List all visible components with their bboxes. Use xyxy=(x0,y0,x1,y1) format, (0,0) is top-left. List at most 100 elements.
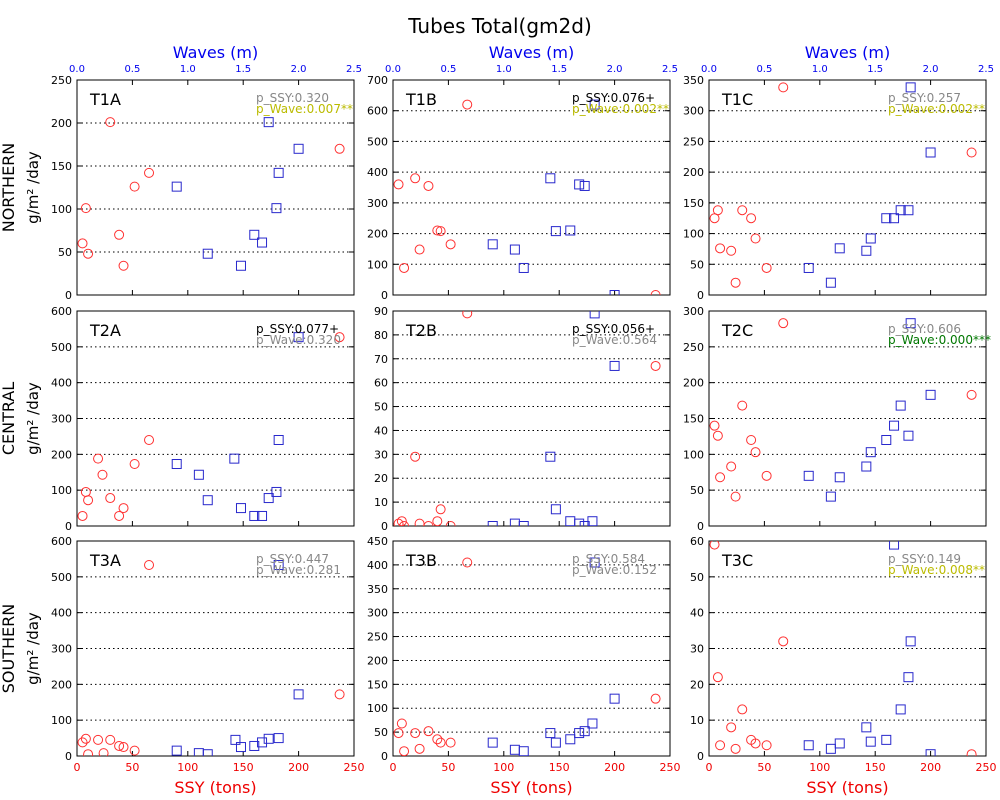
y-tick-label: 300 xyxy=(51,643,72,656)
y-tick-label: 450 xyxy=(367,535,388,548)
y-tick-label: 250 xyxy=(367,631,388,644)
ssy-point xyxy=(750,738,761,749)
wave-point xyxy=(861,461,872,472)
y-tick-label: 100 xyxy=(51,714,72,727)
ssy-tick-label: 100 xyxy=(177,761,198,774)
y-tick-label: 50 xyxy=(374,401,388,414)
ssy-point xyxy=(712,672,723,683)
wave-point xyxy=(903,672,914,683)
ssy-point xyxy=(423,726,434,737)
y-tick-label: 40 xyxy=(374,424,388,437)
p-ssy-text: p_SSY:0.077+ xyxy=(256,322,339,336)
y-tick-label: 150 xyxy=(51,160,72,173)
y-tick-label: 60 xyxy=(374,377,388,390)
row-label-unit: g/m² /day xyxy=(24,612,42,685)
panel-t2a: 0 100 200 300 400 500 600 T2A p_SSY:0.077+p_Wave… xyxy=(51,305,355,533)
y-tick-label: 100 xyxy=(683,228,704,241)
ssy-point xyxy=(393,518,404,526)
ssy-point xyxy=(650,693,661,704)
ssy-tick-label: 50 xyxy=(125,761,139,774)
ssy-point xyxy=(80,733,91,744)
p-wave-text: p_Wave:0.008** xyxy=(888,563,985,577)
panel-frame xyxy=(392,79,671,296)
ssy-point xyxy=(393,728,404,739)
ssy-point xyxy=(410,728,421,739)
ssy-point xyxy=(399,521,410,526)
y-tick-label: 70 xyxy=(374,353,388,366)
wave-axis-label: Waves (m) xyxy=(173,43,258,62)
ssy-point xyxy=(432,225,443,236)
wave-point xyxy=(865,447,876,458)
p-wave-text: p_Wave:0.007** xyxy=(256,102,353,116)
ssy-point xyxy=(709,541,720,550)
wave-point xyxy=(565,225,576,236)
data-marks xyxy=(709,541,977,756)
y-tick-label: 100 xyxy=(683,448,704,461)
wave-point xyxy=(803,470,814,481)
ssy-point xyxy=(715,243,726,254)
ssy-point xyxy=(730,743,741,754)
y-tick-label: 0 xyxy=(381,289,388,302)
wave-point xyxy=(895,205,906,216)
ssy-point xyxy=(118,260,129,271)
wave-point xyxy=(509,244,520,255)
ssy-point xyxy=(80,486,91,497)
ssy-point xyxy=(393,179,404,190)
wave-axis-label: Waves (m) xyxy=(489,43,574,62)
panel-label: T1B xyxy=(405,90,437,109)
ssy-tick-label: 200 xyxy=(920,761,941,774)
y-tick-label: 150 xyxy=(367,678,388,691)
wave-point xyxy=(881,213,892,224)
wave-point xyxy=(171,459,182,470)
ssy-point xyxy=(414,518,425,526)
panel-label: T2A xyxy=(89,321,121,340)
ssy-tick-label: 100 xyxy=(493,761,514,774)
wave-point xyxy=(263,493,274,504)
p-ssy-text: p_SSY:0.447 xyxy=(256,552,329,566)
ssy-point xyxy=(432,734,443,745)
p-ssy-text: p_SSY:0.257 xyxy=(888,91,961,105)
ssy-point xyxy=(129,745,140,756)
wave-point xyxy=(249,229,260,240)
ssy-point xyxy=(399,262,410,273)
p-wave-text: p_Wave:0.564 xyxy=(572,333,657,347)
ssy-point xyxy=(761,262,772,273)
p-ssy-text: p_SSY:0.149 xyxy=(888,552,961,566)
ssy-point xyxy=(77,510,88,521)
ssy-tick-label: 150 xyxy=(233,761,254,774)
y-tick-label: 100 xyxy=(51,484,72,497)
data-marks xyxy=(709,318,977,502)
ssy-tick-label: 150 xyxy=(865,761,886,774)
ssy-point xyxy=(650,360,661,371)
wave-tick-label: 2.0 xyxy=(607,64,623,75)
y-tick-label: 100 xyxy=(51,203,72,216)
ssy-point xyxy=(410,173,421,184)
wave-point xyxy=(487,521,498,526)
y-tick-label: 10 xyxy=(374,496,388,509)
panel-label: T3A xyxy=(89,551,121,570)
y-tick-label: 200 xyxy=(683,166,704,179)
data-marks xyxy=(393,557,661,756)
wave-point xyxy=(861,722,872,733)
ssy-tick-label: 200 xyxy=(604,761,625,774)
ssy-point xyxy=(334,332,345,343)
ssy-point xyxy=(396,718,407,729)
wave-point xyxy=(249,740,260,751)
p-wave-text: p_Wave:0.281 xyxy=(256,563,341,577)
ssy-point xyxy=(83,495,94,506)
ssy-point xyxy=(144,435,155,445)
ssy-point xyxy=(750,233,761,244)
y-tick-label: 50 xyxy=(690,258,704,271)
y-tick-label: 400 xyxy=(367,166,388,179)
y-tick-label: 10 xyxy=(690,714,704,727)
data-marks xyxy=(709,82,977,288)
ssy-point xyxy=(712,430,723,441)
ssy-point xyxy=(423,521,434,526)
p-ssy-text: p_SSY:0.076+ xyxy=(572,91,655,105)
ssy-axis-label: SSY (tons) xyxy=(490,778,572,797)
y-tick-label: 40 xyxy=(690,607,704,620)
y-tick-label: 90 xyxy=(374,305,388,318)
wave-point xyxy=(565,516,576,526)
